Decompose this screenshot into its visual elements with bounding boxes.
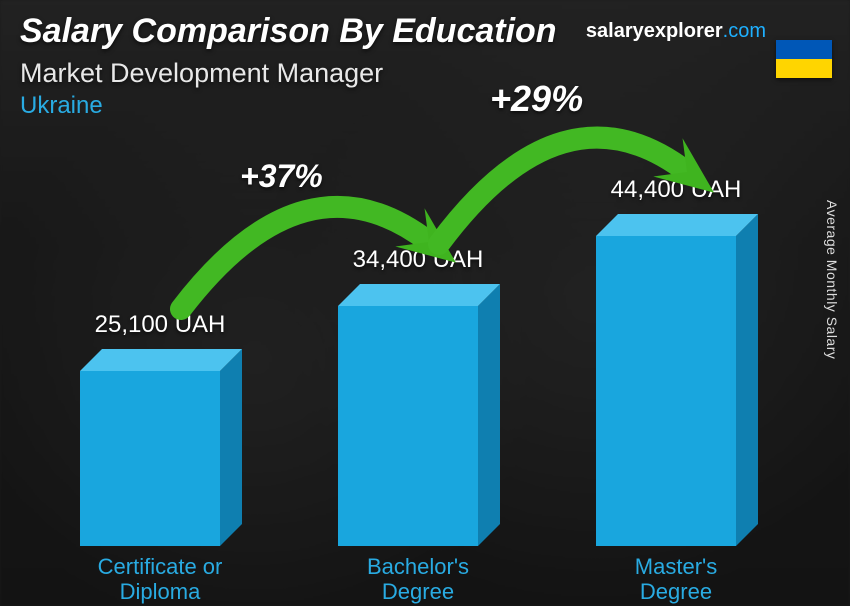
- increase-arrow-icon: [0, 0, 850, 606]
- bar-chart: 25,100 UAHCertificate orDiploma34,400 UA…: [0, 0, 850, 606]
- percent-increase-label: +37%: [240, 158, 323, 195]
- infographic-container: Salary Comparison By Education Market De…: [0, 0, 850, 606]
- percent-increase-label: +29%: [490, 78, 583, 120]
